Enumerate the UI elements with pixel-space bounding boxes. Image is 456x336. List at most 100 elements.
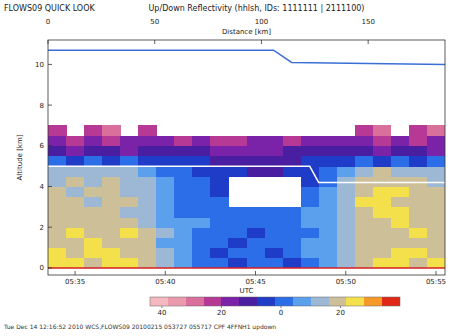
cell — [120, 197, 139, 208]
cell — [192, 146, 211, 157]
cell — [247, 227, 266, 238]
cell — [319, 207, 338, 218]
cell — [138, 136, 157, 147]
cell — [156, 227, 175, 238]
cell — [247, 166, 266, 177]
cell — [373, 176, 392, 187]
tick-label: 4 — [40, 183, 45, 191]
cell — [174, 227, 193, 238]
cell — [373, 237, 392, 248]
cell — [48, 176, 67, 187]
tick-label: 100 — [255, 18, 268, 26]
cell — [409, 207, 428, 218]
cell — [355, 156, 374, 167]
cell — [301, 237, 320, 248]
cell — [427, 207, 445, 218]
cell — [391, 156, 410, 167]
cell — [156, 258, 175, 269]
cell — [265, 156, 284, 167]
cell — [66, 146, 85, 157]
tick-label: 150 — [361, 18, 374, 26]
cell — [391, 217, 410, 228]
cell — [48, 217, 67, 228]
colorbar-bin — [186, 297, 204, 306]
cell — [337, 186, 356, 197]
cell — [156, 156, 175, 167]
cell — [138, 125, 157, 136]
cell — [192, 217, 211, 228]
cell — [409, 227, 428, 238]
cell — [192, 156, 211, 167]
cell — [138, 258, 157, 269]
cell — [373, 186, 392, 197]
cell — [84, 176, 103, 187]
cell — [120, 207, 139, 218]
cell — [174, 248, 193, 259]
colorbar-bin — [204, 297, 222, 306]
cell — [373, 207, 392, 218]
cell — [138, 217, 157, 228]
cell — [138, 156, 157, 167]
title: FLOWS09 QUICK LOOK — [4, 4, 95, 13]
cell — [373, 248, 392, 259]
cell — [210, 227, 229, 238]
cell — [265, 207, 284, 218]
tick — [48, 145, 52, 146]
cell — [228, 166, 247, 177]
cell — [48, 136, 67, 147]
cell — [283, 237, 302, 248]
cell — [319, 186, 338, 197]
cell — [138, 146, 157, 157]
cell — [373, 125, 392, 136]
colorbar-bin — [364, 297, 382, 306]
tick — [345, 271, 346, 275]
cell — [84, 136, 103, 147]
cell — [156, 166, 175, 177]
cell — [84, 197, 103, 208]
cell — [210, 217, 229, 228]
cell — [337, 258, 356, 269]
cell — [319, 227, 338, 238]
line — [48, 267, 445, 269]
cell — [373, 146, 392, 157]
cell — [156, 237, 175, 248]
tick — [48, 186, 52, 187]
cell — [247, 248, 266, 259]
cell — [319, 197, 338, 208]
cell — [228, 248, 247, 259]
cell — [102, 136, 121, 147]
cell — [427, 166, 445, 177]
cell — [355, 248, 374, 259]
cell — [192, 176, 211, 187]
cell — [301, 217, 320, 228]
colorbar-bin — [168, 297, 186, 306]
cell — [138, 197, 157, 208]
cell — [120, 258, 139, 269]
cell — [427, 258, 445, 269]
cell — [192, 237, 211, 248]
cell — [427, 146, 445, 157]
cell — [337, 156, 356, 167]
cell — [319, 176, 338, 187]
tick-label: 2 — [40, 224, 44, 232]
cell — [174, 166, 193, 177]
tick — [368, 40, 369, 44]
cell — [355, 136, 374, 147]
cell — [120, 136, 139, 147]
cell — [120, 186, 139, 197]
cell — [120, 176, 139, 187]
cell — [102, 237, 121, 248]
cell — [48, 207, 67, 218]
cell — [138, 186, 157, 197]
cell — [66, 207, 85, 218]
cell — [265, 217, 284, 228]
colorbar-bin — [150, 297, 168, 306]
tick-label: 50 — [150, 18, 159, 26]
cell — [48, 156, 67, 167]
tick — [261, 40, 262, 44]
tick-label: 05:45 — [245, 278, 265, 286]
cell — [391, 146, 410, 157]
cell — [337, 207, 356, 218]
cell — [174, 207, 193, 218]
cell — [228, 146, 247, 157]
